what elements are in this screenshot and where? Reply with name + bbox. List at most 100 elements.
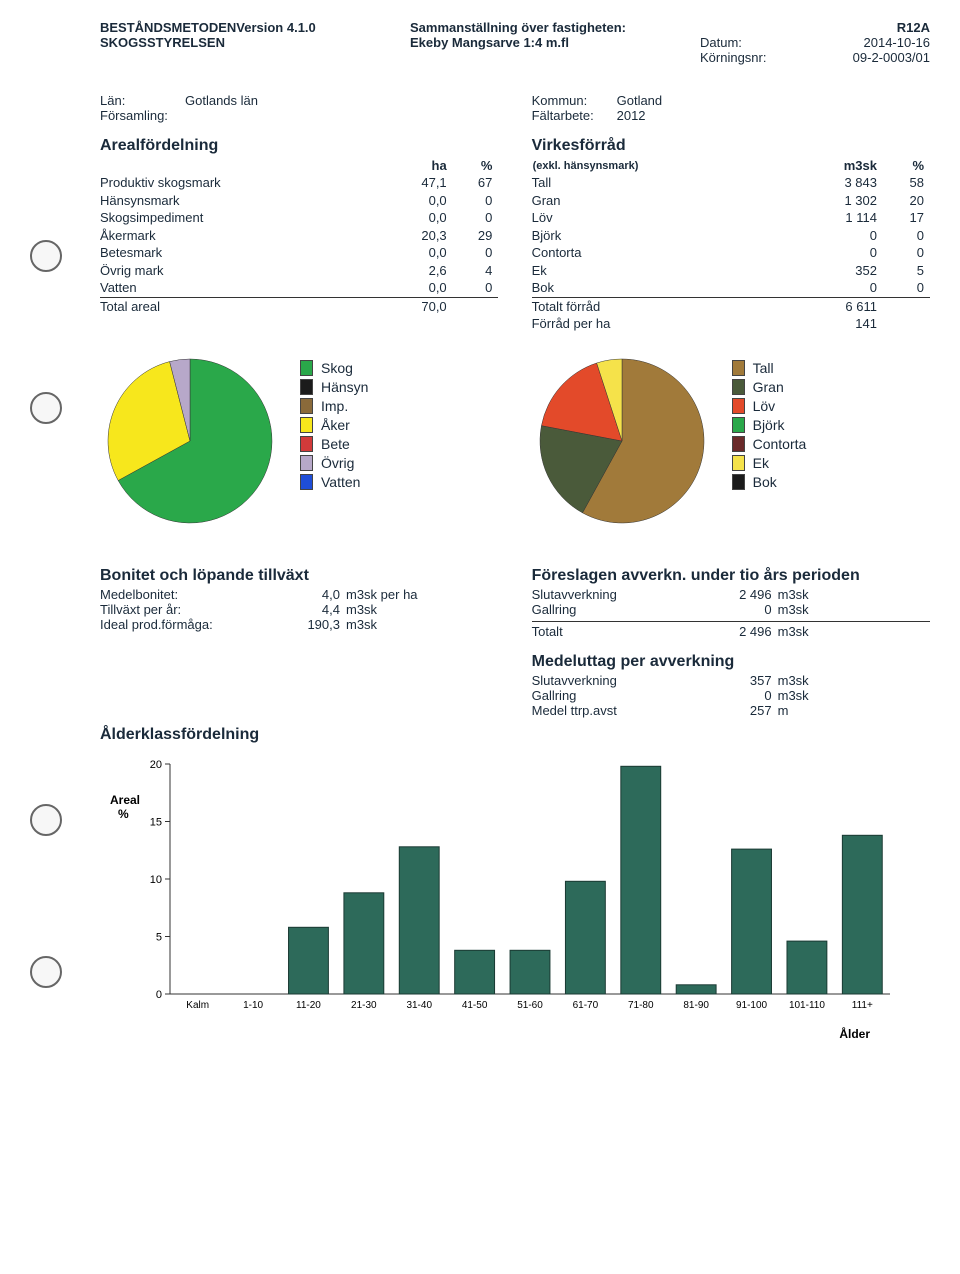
area-row-ha: 47,1 [383, 174, 453, 192]
falt-label: Fältarbete: [532, 108, 617, 123]
kv-line: Medelbonitet:4,0m3sk per ha [100, 587, 498, 602]
legend-swatch [732, 398, 745, 414]
punch-holes [30, 240, 62, 988]
area-row-label: Vatten [100, 279, 383, 297]
kv-unit: m3sk [778, 688, 809, 703]
legend-label: Hänsyn [321, 379, 368, 395]
medeluttag-title: Medeluttag per avverkning [532, 653, 930, 671]
area-row-ha: 0,0 [383, 209, 453, 227]
area-row-pct: 0 [453, 209, 499, 227]
x-axis-label: Ålder [839, 1026, 870, 1041]
avverk-total-label: Totalt [532, 624, 682, 639]
legend-item: Contorta [732, 436, 807, 452]
x-tick-label: 91-100 [736, 1000, 768, 1011]
area-pie-chart [100, 351, 280, 531]
legend-label: Imp. [321, 398, 348, 414]
stock-row-pct: 58 [883, 174, 930, 192]
stock-row-pct: 20 [883, 192, 930, 210]
x-tick-label: 61-70 [573, 1000, 599, 1011]
punch-hole-icon [30, 804, 62, 836]
legend-label: Åker [321, 417, 350, 433]
stock-row-label: Gran [532, 192, 791, 210]
kv-label: Medel ttrp.avst [532, 703, 682, 718]
legend-label: Tall [753, 360, 774, 376]
stock-row-m3: 0 [791, 227, 883, 245]
punch-hole-icon [30, 956, 62, 988]
kv-value: 357 [682, 673, 778, 688]
avverk-total-val: 2 496 [682, 624, 778, 639]
kv-line: Tillväxt per år:4,4m3sk [100, 602, 498, 617]
stock-row-pct: 17 [883, 209, 930, 227]
kv-line: Gallring0m3sk [532, 602, 930, 617]
area-col-ha: ha [383, 157, 453, 174]
mid-row: Bonitet och löpande tillväxt Medelbonite… [100, 553, 930, 718]
kv-line: Slutavverkning2 496m3sk [532, 587, 930, 602]
age-bar [787, 941, 827, 994]
tables-row: Arealfördelning ha% Produktiv skogsmark4… [100, 123, 930, 333]
bonitet-title: Bonitet och löpande tillväxt [100, 567, 498, 585]
x-tick-label: 21-30 [351, 1000, 377, 1011]
legend-swatch [300, 474, 313, 490]
x-tick-label: 101-110 [789, 1000, 825, 1011]
punch-hole-icon [30, 240, 62, 272]
legend-item: Övrig [300, 455, 368, 471]
age-bar [732, 849, 772, 994]
punch-hole-icon [30, 392, 62, 424]
area-row-label: Betesmark [100, 244, 383, 262]
area-row-pct: 67 [453, 174, 499, 192]
kv-unit: m3sk [778, 673, 809, 688]
legend-item: Björk [732, 417, 807, 433]
kv-unit: m3sk [778, 587, 809, 602]
info-left: Län:Gotlands län Församling: [100, 93, 498, 123]
stock-row-m3: 352 [791, 262, 883, 280]
age-bar [399, 847, 439, 994]
y-tick-label: 10 [150, 874, 162, 886]
legend-label: Björk [753, 417, 785, 433]
stock-subtitle: (exkl. hänsynsmark) [532, 157, 791, 174]
legend-swatch [300, 360, 313, 376]
stock-row-label: Contorta [532, 244, 791, 262]
legend-label: Contorta [753, 436, 807, 452]
legend-item: Ek [732, 455, 807, 471]
stock-row-m3: 1 302 [791, 192, 883, 210]
kv-value: 257 [682, 703, 778, 718]
stock-perha-val: 141 [791, 315, 883, 333]
kv-unit: m3sk per ha [346, 587, 418, 602]
legend-item: Åker [300, 417, 368, 433]
kv-unit: m3sk [346, 617, 377, 632]
legend-item: Tall [732, 360, 807, 376]
legend-label: Löv [753, 398, 776, 414]
legend-label: Ek [753, 455, 769, 471]
age-bar [289, 927, 329, 994]
area-row-pct: 0 [453, 279, 499, 297]
y-axis-label: Areal% [110, 793, 140, 821]
legend-swatch [300, 398, 313, 414]
kv-label: Slutavverkning [532, 673, 682, 688]
kv-line: Gallring0m3sk [532, 688, 930, 703]
legend-swatch [732, 417, 745, 433]
legend-item: Skog [300, 360, 368, 376]
header-mid: Sammanställning över fastigheten: Ekeby … [410, 20, 670, 65]
report-header: BESTÅNDSMETODENVersion 4.1.0 SKOGSSTYREL… [100, 20, 930, 65]
stock-row-pct: 0 [883, 244, 930, 262]
ageclass-title: Ålderklassfördelning [100, 726, 930, 744]
stock-col-pct: % [883, 157, 930, 174]
lan-value: Gotlands län [185, 93, 258, 108]
pie-row: SkogHänsynImp.ÅkerBeteÖvrigVatten TallGr… [100, 351, 930, 531]
area-row-label: Övrig mark [100, 262, 383, 280]
area-row-pct: 4 [453, 262, 499, 280]
forsamling-label: Församling: [100, 108, 185, 123]
x-tick-label: 81-90 [683, 1000, 709, 1011]
legend-item: Gran [732, 379, 807, 395]
y-tick-label: 0 [156, 989, 162, 1001]
area-row-ha: 0,0 [383, 279, 453, 297]
area-col-pct: % [453, 157, 499, 174]
kommun-value: Gotland [617, 93, 663, 108]
legend-item: Vatten [300, 474, 368, 490]
kv-label: Slutavverkning [532, 587, 682, 602]
kv-unit: m [778, 703, 789, 718]
stock-total-label: Totalt förråd [532, 297, 791, 315]
legend-item: Bok [732, 474, 807, 490]
legend-swatch [732, 455, 745, 471]
run-value: 09-2-0003/01 [853, 50, 930, 65]
